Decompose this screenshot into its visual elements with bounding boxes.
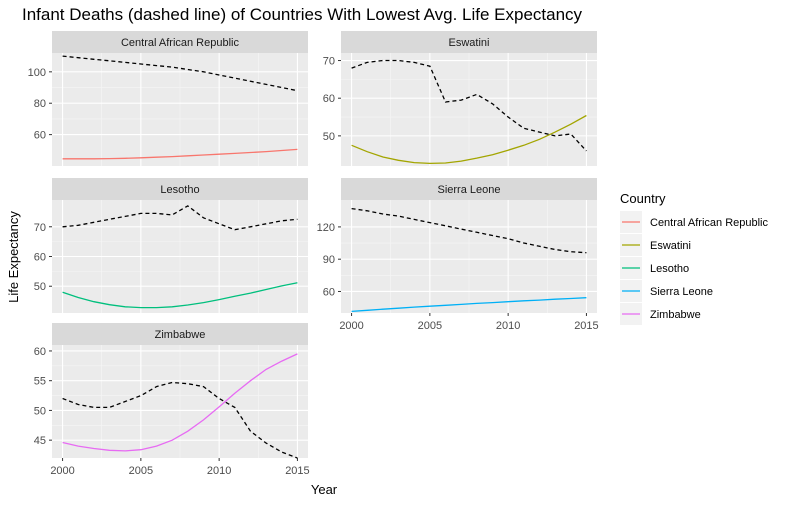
x-tick-label: 2010	[496, 320, 520, 332]
y-tick-label: 50	[34, 405, 46, 417]
legend-title: Country	[620, 191, 666, 206]
facet-strip	[52, 31, 308, 53]
legend: Country Central African Republic Eswatini…	[620, 191, 769, 325]
x-tick-label: 2015	[574, 320, 598, 332]
x-tick-label: 2000	[50, 465, 74, 477]
facet-strip-label: Sierra Leone	[438, 184, 501, 196]
facet-strip-label: Lesotho	[160, 184, 199, 196]
y-tick-label: 60	[323, 286, 335, 298]
facet-panel: Central African Republic 60 80 100	[28, 31, 308, 166]
infant-deaths-line	[62, 205, 298, 231]
legend-label: Sierra Leone	[650, 286, 713, 298]
y-tick-label: 50	[323, 131, 335, 143]
infant-deaths-line	[62, 55, 298, 92]
y-tick-label: 55	[34, 376, 46, 388]
y-tick-label: 60	[323, 93, 335, 105]
facet-strip	[341, 31, 597, 53]
legend-label: Central African Republic	[650, 217, 769, 229]
facet-panel: Zimbabwe 45 50 55 60 2000 2005 2010 2015	[34, 323, 310, 477]
x-tick-label: 2015	[285, 465, 309, 477]
facet-strip-label: Central African Republic	[121, 37, 240, 49]
y-tick-label: 60	[34, 346, 46, 358]
y-axis-label: Life Expectancy	[6, 211, 21, 303]
y-tick-label: 120	[317, 222, 335, 234]
life-expectancy-line	[62, 148, 298, 160]
legend-label: Eswatini	[650, 240, 691, 252]
facet-strip	[341, 178, 597, 200]
facet-strip-label: Zimbabwe	[155, 329, 206, 341]
life-expectancy-line	[62, 353, 298, 452]
infant-deaths-line	[351, 207, 587, 254]
x-tick-label: 2005	[129, 465, 153, 477]
x-tick-label: 2005	[418, 320, 442, 332]
x-tick-label: 2000	[339, 320, 363, 332]
facet-panel: Eswatini 50 60 70	[323, 31, 597, 166]
facet-strip	[52, 178, 308, 200]
facet-panels: Central African Republic 60 80 100 Eswatini 5…	[28, 31, 599, 477]
facet-strip-label: Eswatini	[449, 37, 490, 49]
y-tick-label: 100	[28, 67, 46, 79]
facet-panel: Lesotho 50 60 70	[34, 178, 308, 313]
life-expectancy-line	[62, 282, 298, 309]
life-expectancy-line	[351, 114, 587, 165]
y-tick-label: 60	[34, 130, 46, 142]
life-expectancy-line	[351, 297, 587, 313]
y-tick-label: 70	[323, 56, 335, 68]
x-tick-label: 2010	[207, 465, 231, 477]
y-tick-label: 45	[34, 435, 46, 447]
y-tick-label: 80	[34, 98, 46, 110]
x-axis-label: Year	[311, 482, 338, 497]
y-tick-label: 90	[323, 254, 335, 266]
y-tick-label: 70	[34, 222, 46, 234]
chart-title: Infant Deaths (dashed line) of Countries…	[22, 5, 583, 24]
legend-label: Zimbabwe	[650, 309, 701, 321]
infant-deaths-line	[351, 59, 587, 152]
facet-strip	[52, 323, 308, 345]
y-tick-label: 60	[34, 252, 46, 264]
legend-label: Lesotho	[650, 263, 689, 275]
facet-panel: Sierra Leone 60 90 120 2000 2005 2010 2015	[317, 178, 599, 332]
y-tick-label: 50	[34, 281, 46, 293]
